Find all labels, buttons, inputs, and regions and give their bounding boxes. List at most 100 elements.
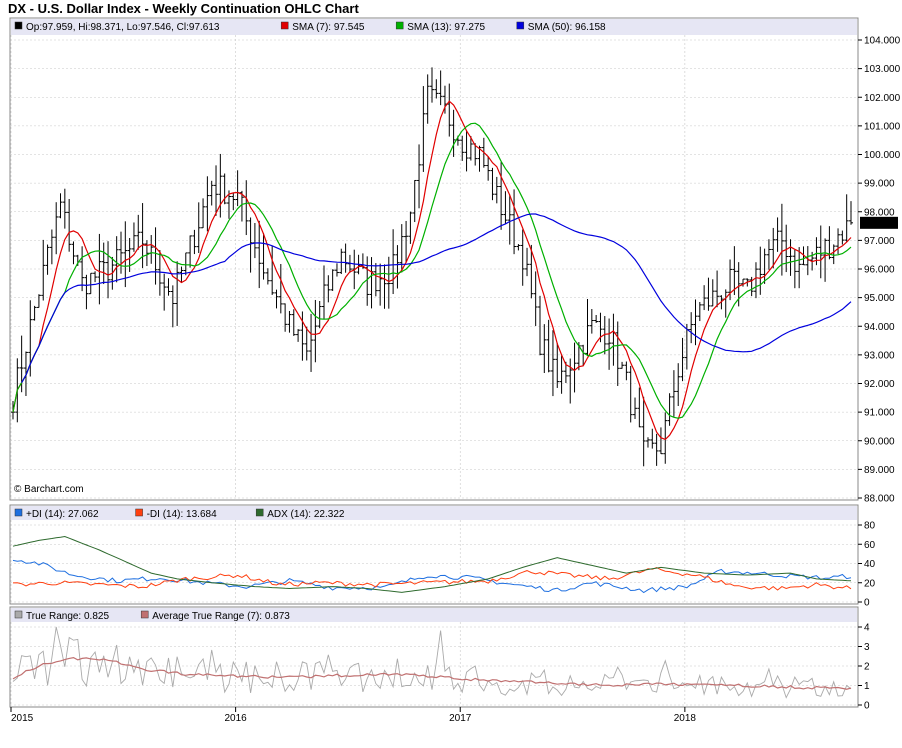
ohlc-bar bbox=[468, 136, 473, 161]
dmi-panel: +DI (14): 27.062 -DI (14): 13.684 ADX (14)… bbox=[9, 504, 876, 609]
y-tick-label: 92.000 bbox=[864, 379, 895, 390]
ohlc-bar bbox=[343, 243, 348, 273]
adx-line bbox=[12, 535, 852, 593]
chart-title: DX - U.S. Dollar Index - Weekly Continua… bbox=[8, 1, 359, 16]
ohlc-bar bbox=[533, 271, 538, 326]
ohlc-bar bbox=[395, 245, 400, 289]
ohlc-bar bbox=[278, 263, 283, 314]
x-tick-label: 2016 bbox=[224, 713, 247, 724]
ohlc-bar bbox=[792, 249, 797, 289]
last-price-tag bbox=[860, 216, 898, 229]
ohlc-bar bbox=[239, 190, 244, 222]
x-tick-label: 2017 bbox=[449, 713, 472, 724]
sma-7-line bbox=[12, 100, 852, 441]
ohlc-bar bbox=[226, 190, 231, 219]
ohlc-bar bbox=[309, 313, 314, 372]
y-tick-label: 94.000 bbox=[864, 322, 895, 333]
ohlc-bar bbox=[797, 247, 802, 289]
y-tick-label: 88.000 bbox=[864, 494, 895, 505]
ohlc-bar bbox=[710, 279, 715, 307]
ohlc-bar bbox=[507, 194, 512, 245]
ohlc-bar bbox=[270, 245, 275, 295]
y-tick-label: 90.000 bbox=[864, 436, 895, 447]
ohlc-bar bbox=[671, 370, 676, 417]
ohlc-bar bbox=[823, 238, 828, 282]
ohlc-bar bbox=[322, 265, 327, 320]
y-tick-label: 101.000 bbox=[864, 121, 901, 132]
legend-swatch bbox=[395, 21, 404, 30]
ohlc-bar bbox=[715, 270, 720, 308]
ohlc-bar bbox=[516, 244, 521, 251]
ohlc-bar bbox=[313, 299, 318, 363]
legend-swatch bbox=[255, 508, 264, 517]
ohlc-bar bbox=[654, 433, 659, 466]
ohlc-bar bbox=[404, 220, 409, 263]
ohlc-bar bbox=[464, 130, 469, 172]
true-range-line bbox=[12, 626, 852, 699]
ohlc-bar bbox=[490, 167, 495, 201]
ohlc-bar bbox=[438, 70, 443, 106]
ohlc-bar bbox=[157, 250, 162, 296]
ohlc-bar bbox=[602, 316, 607, 355]
ohlc-bar bbox=[749, 276, 754, 297]
ohlc-bar bbox=[97, 233, 102, 305]
legend-item: SMA (50): 96.158 bbox=[528, 22, 606, 33]
ohlc-bar bbox=[568, 358, 573, 404]
legend-swatch bbox=[14, 610, 23, 619]
ohlc-bar bbox=[88, 272, 93, 295]
ohlc-bar bbox=[818, 225, 823, 279]
tr-frame bbox=[9, 606, 859, 708]
legend-swatch bbox=[14, 508, 23, 517]
legend-item: -DI (14): 13.684 bbox=[147, 509, 217, 520]
y-tick-label: 1 bbox=[864, 681, 870, 692]
true-range-panel: True Range: 0.825 Average True Range (7):… bbox=[9, 606, 870, 712]
ohlc-bar bbox=[408, 211, 413, 244]
ohlc-bar bbox=[425, 74, 430, 124]
ohlc-bar bbox=[430, 67, 434, 103]
ohlc-bar bbox=[136, 214, 141, 250]
ohlc-bars bbox=[11, 67, 853, 467]
ohlc-bar bbox=[607, 318, 612, 370]
ohlc-bar bbox=[693, 299, 698, 346]
ohlc-bar bbox=[658, 427, 663, 455]
ohlc-bar bbox=[80, 246, 85, 292]
legend-item: +DI (14): 27.062 bbox=[26, 509, 99, 520]
y-tick-label: 98.000 bbox=[864, 207, 895, 218]
ohlc-bar bbox=[205, 176, 210, 232]
ohlc-bar bbox=[697, 301, 702, 322]
ohlc-bar bbox=[183, 252, 188, 276]
ohlc-bar bbox=[373, 263, 378, 297]
y-tick-label: 100.000 bbox=[864, 150, 901, 161]
x-axis: 2015 2016 2017 2018 bbox=[10, 707, 697, 724]
ohlc-bar bbox=[106, 241, 111, 299]
legend-swatch bbox=[140, 610, 149, 619]
ohlc-bar bbox=[421, 86, 426, 172]
ohlc-bar bbox=[529, 244, 534, 299]
y-tick-label: 0 bbox=[864, 701, 870, 712]
y-tick-label: 96.000 bbox=[864, 265, 895, 276]
ohlc-bar bbox=[788, 239, 793, 276]
ohlc-bar bbox=[451, 109, 456, 157]
legend-swatch bbox=[135, 508, 143, 517]
price-frame bbox=[9, 17, 859, 501]
ohlc-bar bbox=[486, 156, 491, 181]
ohlc-bar bbox=[771, 227, 776, 269]
y-tick-label: 4 bbox=[864, 623, 870, 634]
ohlc-bar bbox=[836, 228, 841, 255]
ohlc-bar bbox=[41, 239, 46, 301]
ohlc-bar bbox=[304, 326, 309, 361]
ohlc-bar bbox=[265, 268, 270, 285]
ohlc-bar bbox=[300, 311, 305, 361]
ohlc-bar bbox=[555, 342, 560, 388]
ohlc-bar bbox=[36, 294, 41, 308]
ohlc-bar bbox=[49, 229, 54, 265]
ohlc-bar bbox=[101, 242, 106, 285]
y-tick-label: 0 bbox=[864, 598, 870, 609]
ohlc-bar bbox=[339, 248, 344, 275]
x-tick-label: 2018 bbox=[674, 713, 697, 724]
ohlc-bar bbox=[550, 330, 555, 397]
ohlc-bar bbox=[589, 309, 594, 334]
ohlc-bar bbox=[680, 337, 685, 382]
ohlc-bar bbox=[131, 222, 136, 252]
